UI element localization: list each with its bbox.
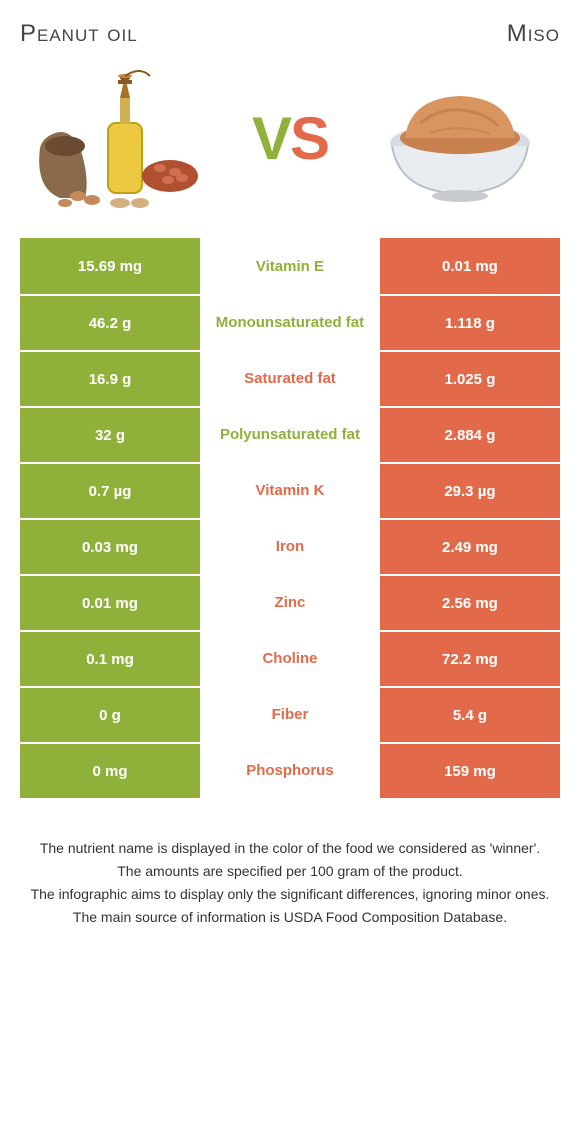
cell-right-value: 2.56 mg — [380, 574, 560, 630]
cell-nutrient-name: Zinc — [200, 574, 380, 630]
cell-right-value: 159 mg — [380, 742, 560, 798]
table-row: 16.9 gSaturated fat1.025 g — [20, 350, 560, 406]
cell-left-value: 32 g — [20, 406, 200, 462]
table-row: 0.7 µgVitamin K29.3 µg — [20, 462, 560, 518]
cell-right-value: 72.2 mg — [380, 630, 560, 686]
cell-left-value: 0.01 mg — [20, 574, 200, 630]
cell-left-value: 0.7 µg — [20, 462, 200, 518]
table-row: 46.2 gMonounsaturated fat1.118 g — [20, 294, 560, 350]
note-line: The infographic aims to display only the… — [30, 884, 550, 905]
cell-left-value: 16.9 g — [20, 350, 200, 406]
cell-right-value: 2.49 mg — [380, 518, 560, 574]
table-row: 0 mgPhosphorus159 mg — [20, 742, 560, 798]
cell-nutrient-name: Saturated fat — [200, 350, 380, 406]
table-row: 0.03 mgIron2.49 mg — [20, 518, 560, 574]
table-row: 0.1 mgCholine72.2 mg — [20, 630, 560, 686]
peanut-oil-image — [30, 68, 210, 208]
vs-s-letter: S — [290, 105, 328, 172]
cell-nutrient-name: Phosphorus — [200, 742, 380, 798]
table-row: 0 gFiber5.4 g — [20, 686, 560, 742]
cell-nutrient-name: Polyunsaturated fat — [200, 406, 380, 462]
peanut-oil-icon — [30, 68, 210, 208]
note-line: The main source of information is USDA F… — [30, 907, 550, 928]
cell-nutrient-name: Fiber — [200, 686, 380, 742]
table-row: 0.01 mgZinc2.56 mg — [20, 574, 560, 630]
note-line: The amounts are specified per 100 gram o… — [30, 861, 550, 882]
comparison-table: 15.69 mgVitamin E0.01 mg46.2 gMonounsatu… — [20, 238, 560, 798]
cell-right-value: 2.884 g — [380, 406, 560, 462]
cell-nutrient-name: Vitamin E — [200, 238, 380, 294]
notes-section: The nutrient name is displayed in the co… — [20, 838, 560, 928]
cell-left-value: 0 mg — [20, 742, 200, 798]
cell-right-value: 29.3 µg — [380, 462, 560, 518]
cell-nutrient-name: Monounsaturated fat — [200, 294, 380, 350]
cell-nutrient-name: Iron — [200, 518, 380, 574]
header: Peanut oil Miso — [20, 20, 560, 48]
cell-right-value: 5.4 g — [380, 686, 560, 742]
cell-nutrient-name: Choline — [200, 630, 380, 686]
table-row: 32 gPolyunsaturated fat2.884 g — [20, 406, 560, 462]
cell-left-value: 0.03 mg — [20, 518, 200, 574]
vs-label: VS — [252, 104, 328, 173]
images-row: VS — [20, 68, 560, 208]
table-row: 15.69 mgVitamin E0.01 mg — [20, 238, 560, 294]
cell-left-value: 0.1 mg — [20, 630, 200, 686]
title-left: Peanut oil — [20, 20, 138, 48]
cell-right-value: 1.118 g — [380, 294, 560, 350]
cell-left-value: 0 g — [20, 686, 200, 742]
cell-left-value: 46.2 g — [20, 294, 200, 350]
miso-icon — [370, 68, 550, 208]
cell-left-value: 15.69 mg — [20, 238, 200, 294]
title-right: Miso — [507, 20, 560, 48]
note-line: The nutrient name is displayed in the co… — [30, 838, 550, 859]
miso-image — [370, 68, 550, 208]
vs-v-letter: V — [252, 105, 290, 172]
cell-right-value: 0.01 mg — [380, 238, 560, 294]
cell-nutrient-name: Vitamin K — [200, 462, 380, 518]
cell-right-value: 1.025 g — [380, 350, 560, 406]
